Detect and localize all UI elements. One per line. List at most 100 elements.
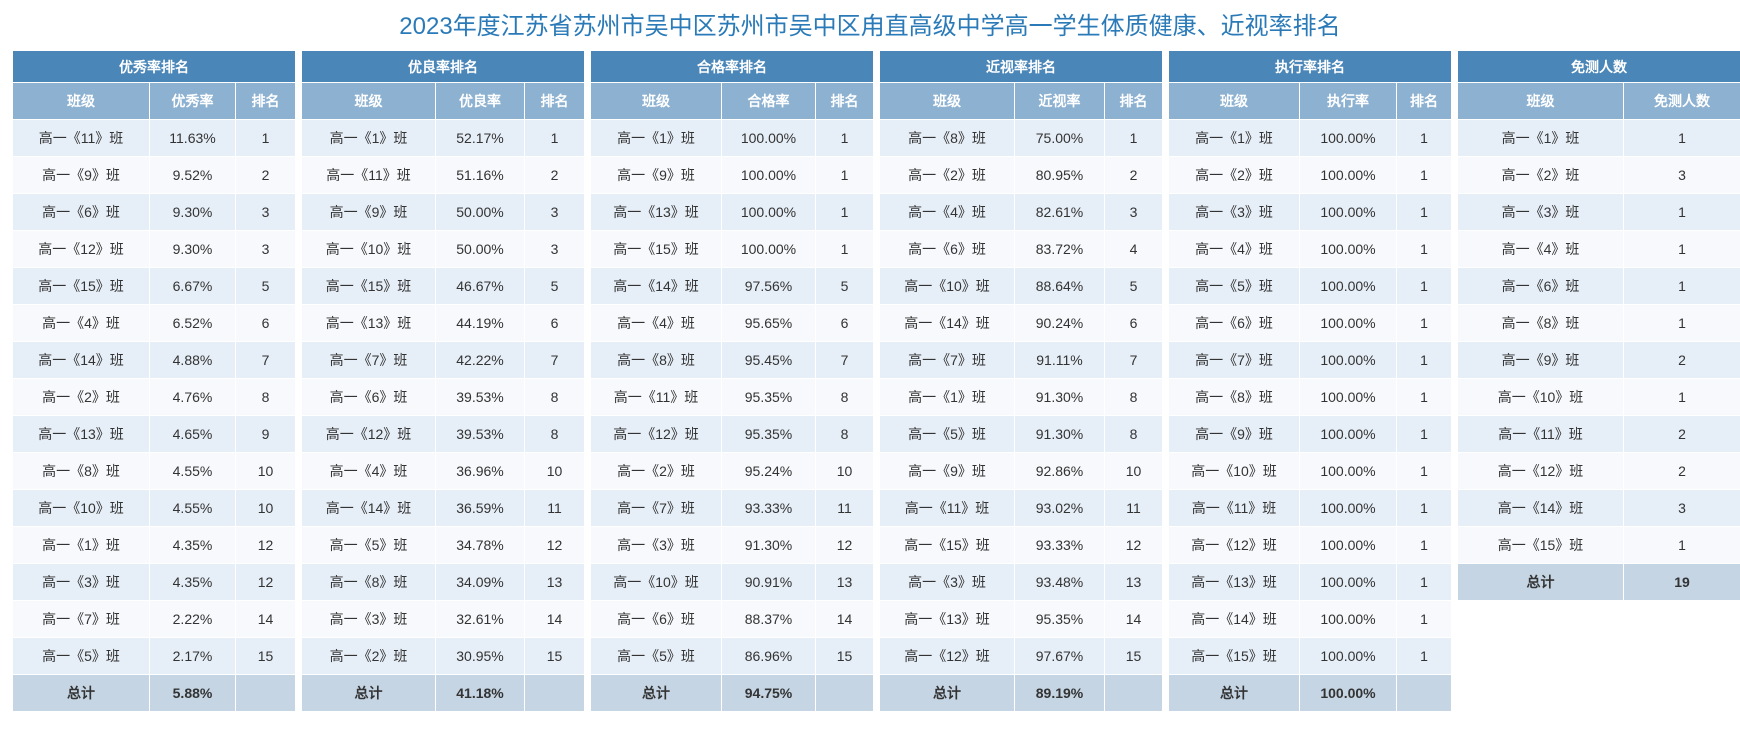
cell-class: 高一《7》班 (12, 600, 150, 638)
cell-value: 9.30% (149, 230, 236, 268)
table-row: 高一《15》班 100.00% 1 (590, 230, 875, 268)
cell-class: 高一《6》班 (301, 378, 436, 416)
cell-class: 高一《7》班 (590, 489, 722, 527)
cell-rank: 11 (523, 489, 586, 527)
cell-value: 4.55% (149, 489, 236, 527)
cell-rank: 3 (234, 230, 297, 268)
table-row: 高一《12》班 9.30% 3 (12, 230, 297, 268)
cell-class: 高一《9》班 (590, 156, 722, 194)
cell-class: 高一《10》班 (301, 230, 436, 268)
table-row: 高一《6》班 9.30% 3 (12, 193, 297, 231)
cell-class: 高一《5》班 (1168, 267, 1300, 305)
cell-class: 高一《10》班 (1168, 452, 1300, 490)
table-row: 高一《5》班 86.96% 15 (590, 637, 875, 675)
table-row: 高一《12》班 95.35% 8 (590, 415, 875, 453)
table-caption: 合格率排名 (589, 50, 875, 83)
total-cell-class: 总计 (301, 674, 436, 712)
cell-rank: 10 (1103, 452, 1164, 490)
cell-class: 高一《13》班 (1168, 563, 1300, 601)
cell-rank: 1 (234, 119, 297, 157)
table-row: 高一《14》班 97.56% 5 (590, 267, 875, 305)
cell-class: 高一《1》班 (590, 119, 722, 157)
cell-value: 2 (1623, 341, 1740, 379)
cell-rank: 9 (234, 415, 297, 453)
total-cell-value: 94.75% (721, 674, 816, 712)
cell-class: 高一《4》班 (590, 304, 722, 342)
cell-value: 95.45% (721, 341, 816, 379)
cell-class: 高一《8》班 (12, 452, 150, 490)
cell-value: 100.00% (1299, 341, 1397, 379)
table-row: 高一《1》班 52.17% 1 (301, 119, 586, 157)
cell-class: 高一《6》班 (590, 600, 722, 638)
cell-value: 100.00% (1299, 415, 1397, 453)
cell-rank: 1 (1395, 637, 1453, 675)
cell-class: 高一《4》班 (879, 193, 1015, 231)
cell-value: 1 (1623, 304, 1740, 342)
cell-rank: 12 (234, 526, 297, 564)
cell-rank: 15 (523, 637, 586, 675)
cell-value: 39.53% (435, 415, 525, 453)
cell-value: 44.19% (435, 304, 525, 342)
cell-rank: 11 (1103, 489, 1164, 527)
cell-class: 高一《14》班 (1168, 600, 1300, 638)
column-header-class: 班级 (1168, 82, 1300, 120)
table-row: 高一《9》班 2 (1457, 341, 1740, 379)
cell-class: 高一《11》班 (12, 119, 150, 157)
table-row: 高一《12》班 39.53% 8 (301, 415, 586, 453)
myopia-rate-table: 近视率排名 班级 近视率 排名 高一《8》班 75.00% 1 高一《2》班 80.95% 2 高一… (878, 50, 1164, 712)
cell-value: 100.00% (1299, 267, 1397, 305)
cell-value: 50.00% (435, 230, 525, 268)
cell-value: 1 (1623, 230, 1740, 268)
cell-value: 3 (1623, 489, 1740, 527)
cell-class: 高一《2》班 (12, 378, 150, 416)
cell-value: 2 (1623, 452, 1740, 490)
cell-rank: 10 (523, 452, 586, 490)
total-cell-rank (814, 674, 875, 712)
cell-class: 高一《3》班 (590, 526, 722, 564)
total-cell-class: 总计 (12, 674, 150, 712)
cell-class: 高一《5》班 (590, 637, 722, 675)
cell-class: 高一《13》班 (879, 600, 1015, 638)
cell-class: 高一《6》班 (1168, 304, 1300, 342)
cell-value: 97.56% (721, 267, 816, 305)
cell-value: 32.61% (435, 600, 525, 638)
cell-class: 高一《6》班 (1457, 267, 1624, 305)
execution-rate-table: 执行率排名 班级 执行率 排名 高一《1》班 100.00% 1 高一《2》班 100.00% 1… (1167, 50, 1453, 712)
total-cell-value: 100.00% (1299, 674, 1397, 712)
table-row: 高一《13》班 100.00% 1 (1168, 563, 1453, 601)
cell-value: 100.00% (1299, 156, 1397, 194)
cell-value: 80.95% (1014, 156, 1105, 194)
cell-class: 高一《5》班 (879, 415, 1015, 453)
cell-value: 4.65% (149, 415, 236, 453)
table-row: 高一《2》班 4.76% 8 (12, 378, 297, 416)
cell-value: 95.24% (721, 452, 816, 490)
table-row: 高一《7》班 91.11% 7 (879, 341, 1164, 379)
cell-rank: 8 (814, 378, 875, 416)
cell-value: 4.35% (149, 563, 236, 601)
cell-class: 高一《7》班 (879, 341, 1015, 379)
cell-rank: 2 (234, 156, 297, 194)
total-row: 总计 5.88% (12, 674, 297, 712)
table-row: 高一《4》班 100.00% 1 (1168, 230, 1453, 268)
cell-value: 100.00% (1299, 230, 1397, 268)
cell-value: 30.95% (435, 637, 525, 675)
cell-rank: 13 (1103, 563, 1164, 601)
cell-value: 93.48% (1014, 563, 1105, 601)
total-cell-class: 总计 (1168, 674, 1300, 712)
table-row: 高一《3》班 91.30% 12 (590, 526, 875, 564)
table-row: 高一《5》班 34.78% 12 (301, 526, 586, 564)
cell-rank: 5 (814, 267, 875, 305)
table-row: 高一《15》班 1 (1457, 526, 1740, 564)
table-row: 高一《7》班 100.00% 1 (1168, 341, 1453, 379)
cell-rank: 6 (1103, 304, 1164, 342)
table-row: 高一《8》班 4.55% 10 (12, 452, 297, 490)
cell-class: 高一《2》班 (879, 156, 1015, 194)
table-row: 高一《4》班 82.61% 3 (879, 193, 1164, 231)
cell-value: 88.37% (721, 600, 816, 638)
cell-value: 11.63% (149, 119, 236, 157)
header-row: 班级 执行率 排名 (1168, 82, 1453, 120)
cell-class: 高一《3》班 (301, 600, 436, 638)
table-row: 高一《4》班 95.65% 6 (590, 304, 875, 342)
table-row: 高一《10》班 88.64% 5 (879, 267, 1164, 305)
table-row: 高一《8》班 75.00% 1 (879, 119, 1164, 157)
